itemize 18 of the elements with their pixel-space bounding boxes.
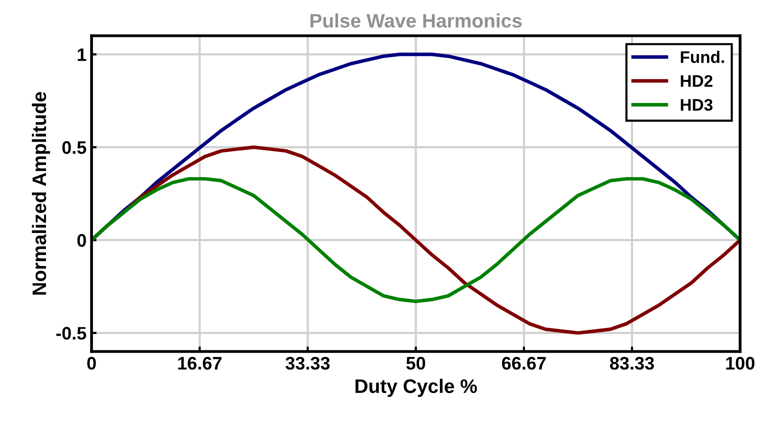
legend-label: HD3 — [680, 98, 712, 111]
legend-label: Fund. — [680, 50, 724, 64]
line-series — [92, 177, 740, 304]
y-axis-title: Normalized Amplitude — [32, 92, 50, 295]
y-tick-label: 0.5 — [62, 141, 86, 154]
x-tick-label: 66.67 — [502, 356, 546, 370]
y-tick-label: -0.5 — [56, 326, 86, 340]
chart-title: Pulse Wave Harmonics — [310, 13, 522, 28]
x-tick-label: 0 — [87, 356, 96, 370]
x-tick-label: 16.67 — [178, 356, 222, 370]
y-tick-label: 1 — [78, 48, 86, 61]
x-tick-label: 50 — [406, 356, 426, 370]
y-tick-label: 0 — [77, 234, 86, 247]
legend-label: HD2 — [680, 75, 712, 87]
x-tick-label: 33.33 — [286, 356, 330, 370]
x-axis-title: Duty Cycle % — [356, 378, 477, 397]
x-tick-label: 83.33 — [610, 356, 654, 370]
x-tick-label: 100 — [726, 356, 754, 370]
